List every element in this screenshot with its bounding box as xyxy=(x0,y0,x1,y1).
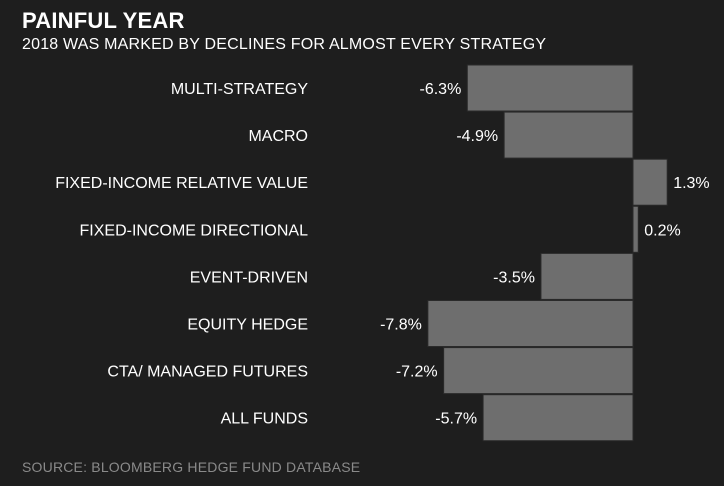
bar xyxy=(540,252,634,300)
value-label: -7.2% xyxy=(396,364,438,381)
bar xyxy=(503,111,634,159)
category-label: FIXED-INCOME DIRECTIONAL xyxy=(80,222,309,239)
bar xyxy=(632,205,639,253)
category-label: FIXED-INCOME RELATIVE VALUE xyxy=(55,175,308,192)
category-label: EQUITY HEDGE xyxy=(187,317,308,334)
source-note: SOURCE: BLOOMBERG HEDGE FUND DATABASE xyxy=(22,459,361,475)
chart-subtitle: 2018 WAS MARKED BY DECLINES FOR ALMOST E… xyxy=(22,36,547,53)
value-label: -6.3% xyxy=(420,81,462,98)
value-label: -4.9% xyxy=(456,128,498,145)
value-label: -7.8% xyxy=(380,317,422,334)
category-label: ALL FUNDS xyxy=(221,411,308,428)
bar xyxy=(443,347,634,395)
value-label: -5.7% xyxy=(435,411,477,428)
bar xyxy=(632,158,668,206)
category-label: MULTI-STRATEGY xyxy=(171,81,309,98)
chart-title: PAINFUL YEAR xyxy=(22,8,185,33)
value-label: 0.2% xyxy=(644,222,680,239)
bar xyxy=(427,300,634,347)
value-label: 1.3% xyxy=(673,175,709,192)
value-label: -3.5% xyxy=(493,269,535,286)
category-label: CTA/ MANAGED FUTURES xyxy=(107,364,308,381)
bar xyxy=(482,394,634,442)
bar xyxy=(466,64,634,112)
category-label: EVENT-DRIVEN xyxy=(190,269,308,286)
category-label: MACRO xyxy=(248,128,308,145)
